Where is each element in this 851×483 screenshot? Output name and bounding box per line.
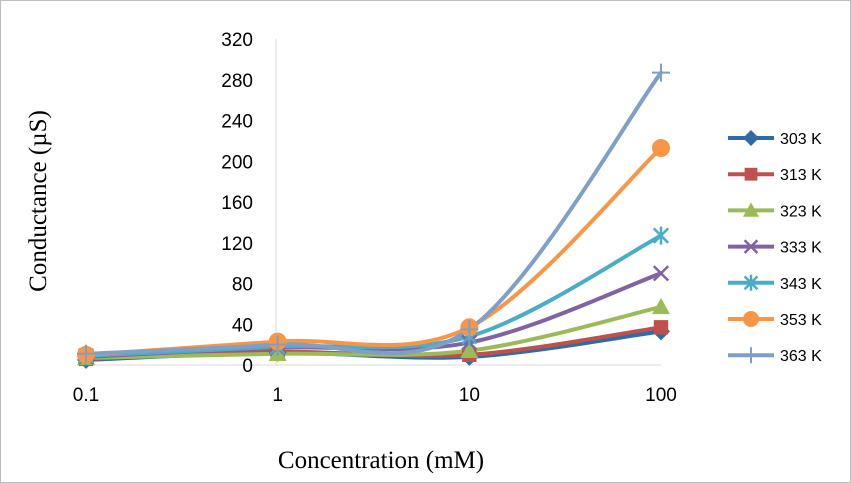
data-point: [652, 226, 670, 245]
legend-label: 363 K: [780, 348, 822, 365]
x-tick-label: 10: [459, 385, 480, 406]
y-tick-label: 280: [221, 71, 253, 92]
x-tick-label: 1: [272, 385, 283, 406]
data-point: [77, 344, 95, 363]
series-line: [84, 146, 663, 357]
legend-marker: [744, 167, 758, 181]
y-tick-label: 0: [242, 356, 253, 377]
legend-label: 323 K: [780, 203, 822, 220]
series-line: [84, 70, 663, 356]
data-point: [652, 265, 670, 282]
legend-marker: [743, 130, 759, 146]
x-tick-label: 0.1: [73, 385, 99, 406]
legend-label: 333 K: [780, 240, 822, 257]
data-point: [652, 63, 670, 82]
data-point: [652, 297, 670, 315]
y-tick-label: 200: [221, 152, 253, 173]
legend-marker: [743, 347, 759, 364]
legend-marker: [743, 311, 759, 327]
y-tick-label: 40: [232, 315, 253, 336]
data-point: [652, 139, 670, 158]
legend-label: 353 K: [780, 312, 822, 329]
y-tick-label: 120: [221, 234, 253, 255]
legend-marker: [743, 274, 759, 291]
y-tick-label: 240: [221, 112, 253, 133]
y-tick-label: 80: [232, 275, 253, 296]
legend-marker: [743, 239, 759, 254]
legend-label: 303 K: [780, 131, 822, 148]
data-point: [653, 320, 669, 335]
legend-label: 313 K: [780, 167, 822, 184]
y-axis-title: Conductance (µS): [25, 110, 52, 292]
x-axis-title: Concentration (mM): [278, 447, 484, 474]
legend-label: 343 K: [780, 276, 822, 293]
data-point: [460, 341, 479, 358]
x-tick-label: 100: [645, 385, 677, 406]
y-tick-label: 320: [221, 30, 253, 51]
legend-marker: [743, 202, 759, 217]
y-tick-label: 160: [221, 193, 253, 214]
data-point: [268, 335, 287, 354]
series-line: [84, 233, 663, 358]
data-point: [460, 320, 479, 339]
